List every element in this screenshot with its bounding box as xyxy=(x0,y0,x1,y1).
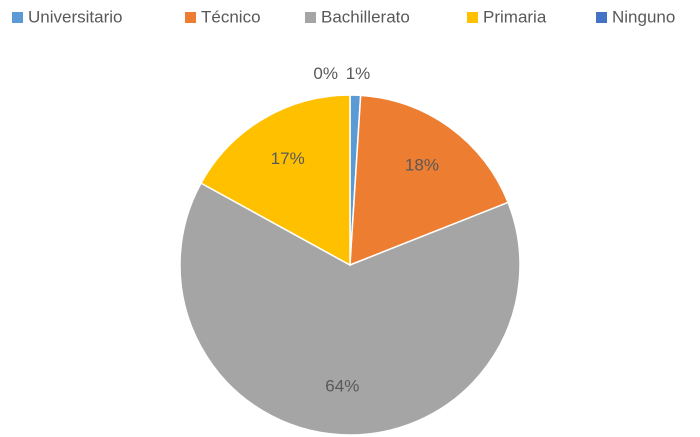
pie-slice xyxy=(349,94,510,267)
data-label: 17% xyxy=(271,149,305,168)
data-label: 18% xyxy=(405,155,439,174)
legend-swatch xyxy=(596,12,607,23)
pie-slice xyxy=(179,182,521,436)
legend-label: Bachillerato xyxy=(321,7,410,26)
data-label: 64% xyxy=(325,377,359,396)
legend-swatch xyxy=(12,12,23,23)
data-label: 0% xyxy=(313,64,338,83)
legend-swatch xyxy=(185,12,196,23)
pie-slice xyxy=(200,94,351,267)
legend-swatch xyxy=(467,12,478,23)
legend-label: Universitario xyxy=(28,7,122,26)
legend-label: Ninguno xyxy=(612,7,675,26)
data-label: 1% xyxy=(346,64,371,83)
legend-swatch xyxy=(305,12,316,23)
legend-label: Técnico xyxy=(201,7,261,26)
legend-label: Primaria xyxy=(483,7,547,26)
